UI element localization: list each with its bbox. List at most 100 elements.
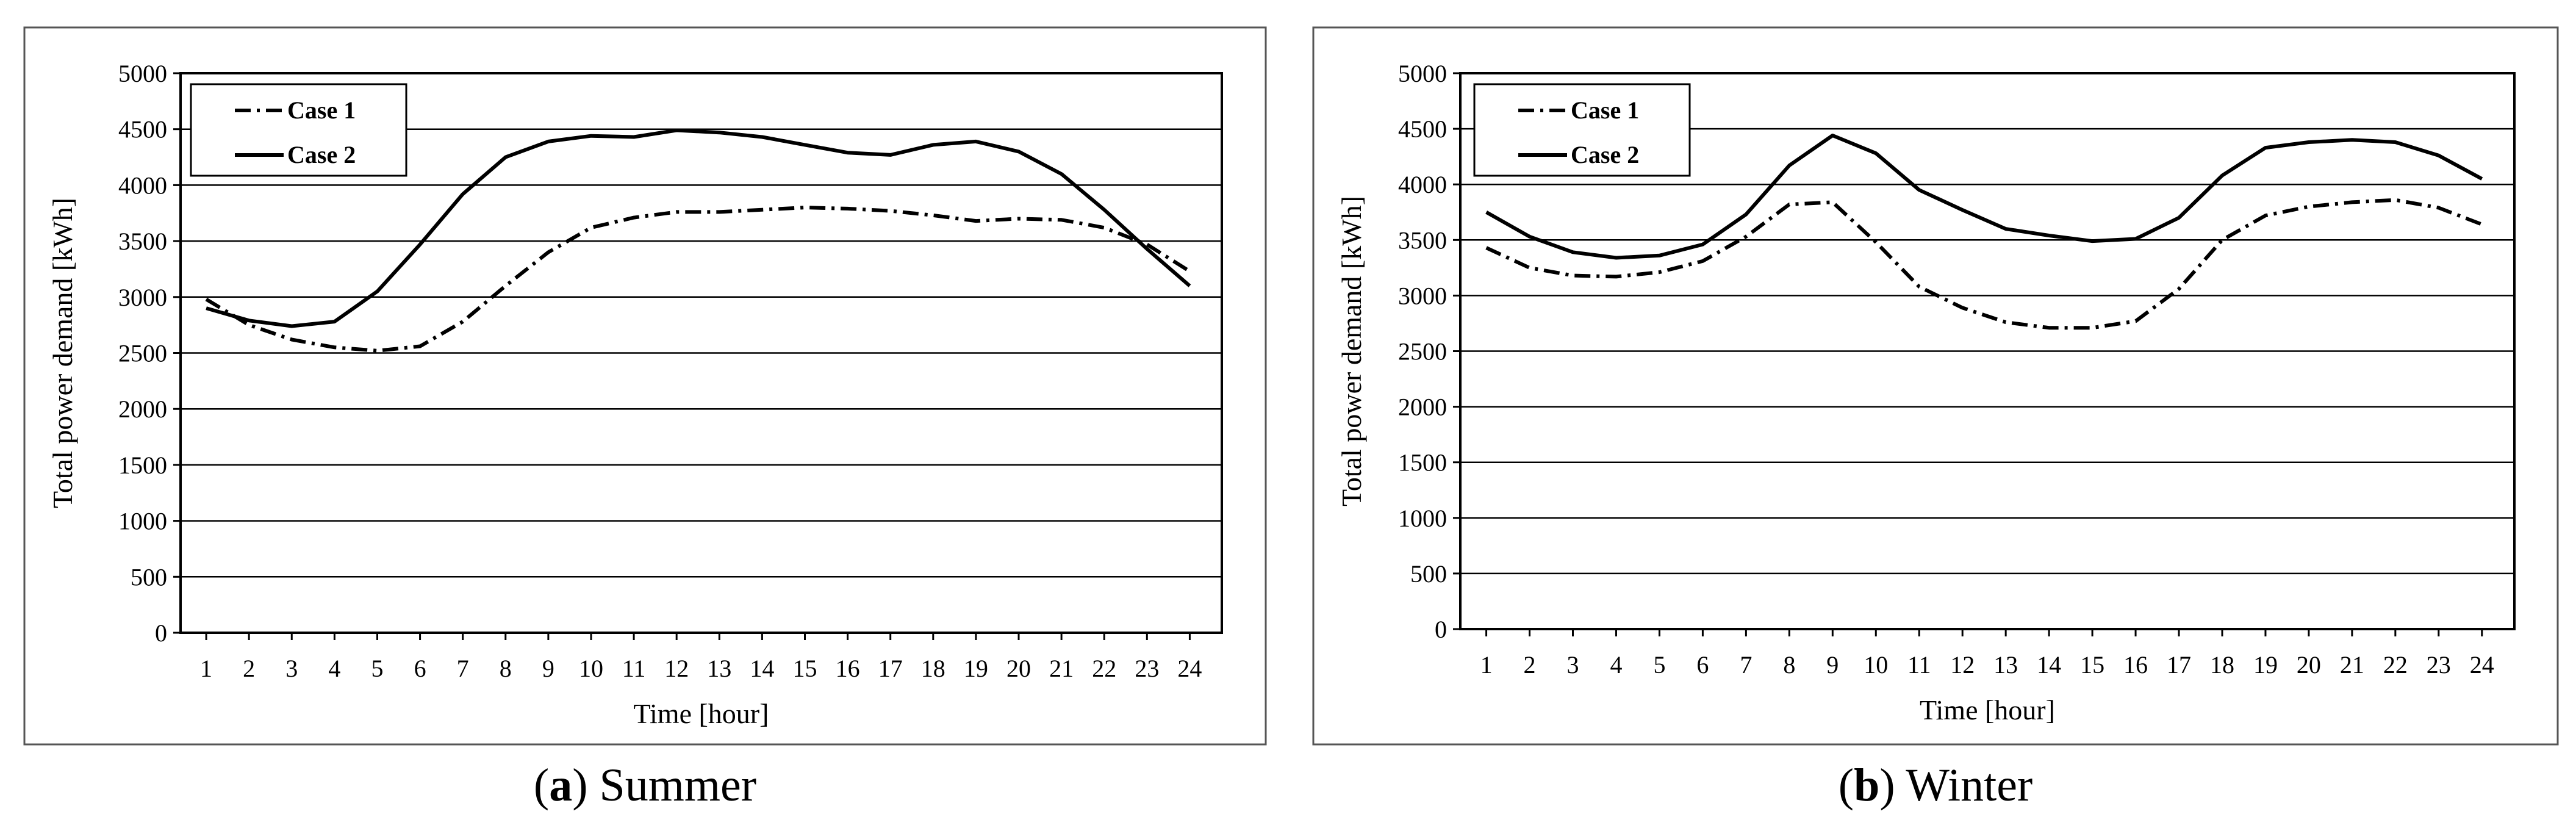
- caption-text: Summer: [600, 760, 757, 811]
- x-tick-label: 19: [964, 655, 988, 682]
- y-tick-label: 4500: [118, 116, 167, 143]
- x-tick-label: 2: [1524, 651, 1536, 679]
- y-tick-label: 3500: [118, 228, 167, 255]
- x-tick-label: 24: [2470, 651, 2494, 679]
- x-axis-title: Time [hour]: [634, 698, 769, 729]
- x-tick-label: 17: [2167, 651, 2191, 679]
- y-tick-label: 500: [131, 563, 167, 591]
- y-tick-label: 2000: [1398, 394, 1447, 421]
- x-tick-label: 1: [1480, 651, 1493, 679]
- y-tick-label: 4500: [1398, 115, 1447, 143]
- y-tick-label: 1000: [1398, 505, 1447, 532]
- x-tick-label: 13: [707, 655, 731, 682]
- x-tick-label: 12: [1950, 651, 1975, 679]
- x-tick-label: 13: [1993, 651, 2018, 679]
- x-tick-label: 23: [1135, 655, 1159, 682]
- x-tick-label: 7: [1740, 651, 1752, 679]
- plot-area-border: [179, 72, 1223, 634]
- y-tick-label: 4000: [1398, 171, 1447, 198]
- y-tick-label: 2500: [118, 340, 167, 367]
- x-tick-label: 20: [1006, 655, 1031, 682]
- x-tick-label: 15: [2080, 651, 2104, 679]
- caption-letter: b: [1854, 760, 1879, 811]
- x-tick-label: 1: [200, 655, 212, 682]
- x-tick-label: 16: [836, 655, 860, 682]
- x-tick-label: 5: [1653, 651, 1665, 679]
- x-tick-label: 2: [243, 655, 255, 682]
- x-tick-label: 20: [2297, 651, 2321, 679]
- x-tick-label: 5: [371, 655, 383, 682]
- caption-paren-close: ): [572, 760, 599, 811]
- x-tick-label: 8: [1783, 651, 1795, 679]
- x-tick-label: 8: [500, 655, 512, 682]
- x-tick-label: 11: [622, 655, 646, 682]
- y-tick-label: 5000: [1398, 60, 1447, 87]
- caption-paren-open: (: [1839, 760, 1854, 811]
- y-tick-label: 4000: [118, 171, 167, 199]
- series-line-case-2: [1485, 134, 2483, 260]
- legend-label: Case 1: [1571, 96, 1639, 124]
- x-tick-label: 21: [2340, 651, 2364, 679]
- x-tick-label: 18: [2210, 651, 2234, 679]
- y-tick-label: 5000: [118, 60, 167, 87]
- legend-label: Case 2: [1571, 141, 1639, 168]
- x-tick-label: 17: [878, 655, 903, 682]
- x-tick-label: 7: [457, 655, 469, 682]
- y-tick-label: 2000: [118, 395, 167, 423]
- x-tick-label: 3: [1567, 651, 1579, 679]
- x-tick-label: 23: [2427, 651, 2451, 679]
- series-line-case-1: [1485, 198, 2483, 330]
- x-tick-label: 21: [1049, 655, 1074, 682]
- chart-panel-winter: 0 500 1000 1500 2000 2500 3000 3500 4000 4500 5000…: [1312, 26, 2559, 811]
- x-tick-label: 22: [1092, 655, 1116, 682]
- y-tick-label: 0: [1435, 616, 1447, 643]
- y-tick-label: 1500: [1398, 449, 1447, 477]
- y-tick-label: 1500: [118, 452, 167, 479]
- x-tick-label: 4: [328, 655, 340, 682]
- x-tick-label: 10: [579, 655, 603, 682]
- caption-text: Winter: [1906, 760, 2032, 811]
- y-tick-label: 2500: [1398, 338, 1447, 365]
- y-axis-title: Total power demand [kWh]: [1336, 196, 1367, 506]
- legend: Case 1 Case 2: [190, 83, 407, 177]
- x-tick-label: 16: [2123, 651, 2148, 679]
- x-tick-label: 18: [921, 655, 945, 682]
- x-tick-label: 14: [2037, 651, 2061, 679]
- x-tick-label: 6: [1696, 651, 1709, 679]
- x-tick-label: 19: [2253, 651, 2278, 679]
- x-tick-label: 6: [414, 655, 426, 682]
- y-tick-label: 3000: [1398, 282, 1447, 309]
- y-tick-label: 3000: [118, 284, 167, 311]
- panel-caption: (b) Winter: [1839, 760, 2033, 811]
- legend-label: Case 2: [287, 141, 356, 168]
- x-tick-label: 11: [1907, 651, 1931, 679]
- x-tick-label: 9: [542, 655, 554, 682]
- legend-label: Case 1: [287, 96, 356, 124]
- series-line-case-2: [206, 128, 1191, 328]
- series-line-case-1: [205, 206, 1191, 353]
- caption-letter: a: [549, 760, 572, 811]
- caption-paren-open: (: [534, 760, 549, 811]
- y-tick-label: 500: [1410, 560, 1447, 588]
- x-tick-label: 12: [664, 655, 689, 682]
- x-tick-label: 10: [1864, 651, 1888, 679]
- x-tick-label: 4: [1610, 651, 1622, 679]
- y-axis-title: Total power demand [kWh]: [47, 198, 78, 508]
- legend: Case 1 Case 2: [1473, 83, 1691, 177]
- panel-caption: (a) Summer: [534, 760, 756, 811]
- x-axis-title: Time [hour]: [1920, 694, 2055, 725]
- legend-box: [190, 83, 407, 177]
- plot-area-border: [1459, 72, 2516, 630]
- caption-paren-close: ): [1879, 760, 1906, 811]
- y-tick-label: 1000: [118, 508, 167, 535]
- x-tick-label: 24: [1177, 655, 1202, 682]
- x-tick-label: 14: [750, 655, 774, 682]
- y-tick-label: 0: [155, 619, 167, 647]
- x-tick-label: 22: [2383, 651, 2408, 679]
- x-tick-label: 15: [792, 655, 817, 682]
- x-tick-label: 9: [1826, 651, 1839, 679]
- y-tick-label: 3500: [1398, 226, 1447, 254]
- x-tick-label: 3: [285, 655, 298, 682]
- chart-panel-summer: 0 500 1000 1500 2000 2500 3000 3500 4000 4500 5000…: [23, 26, 1267, 811]
